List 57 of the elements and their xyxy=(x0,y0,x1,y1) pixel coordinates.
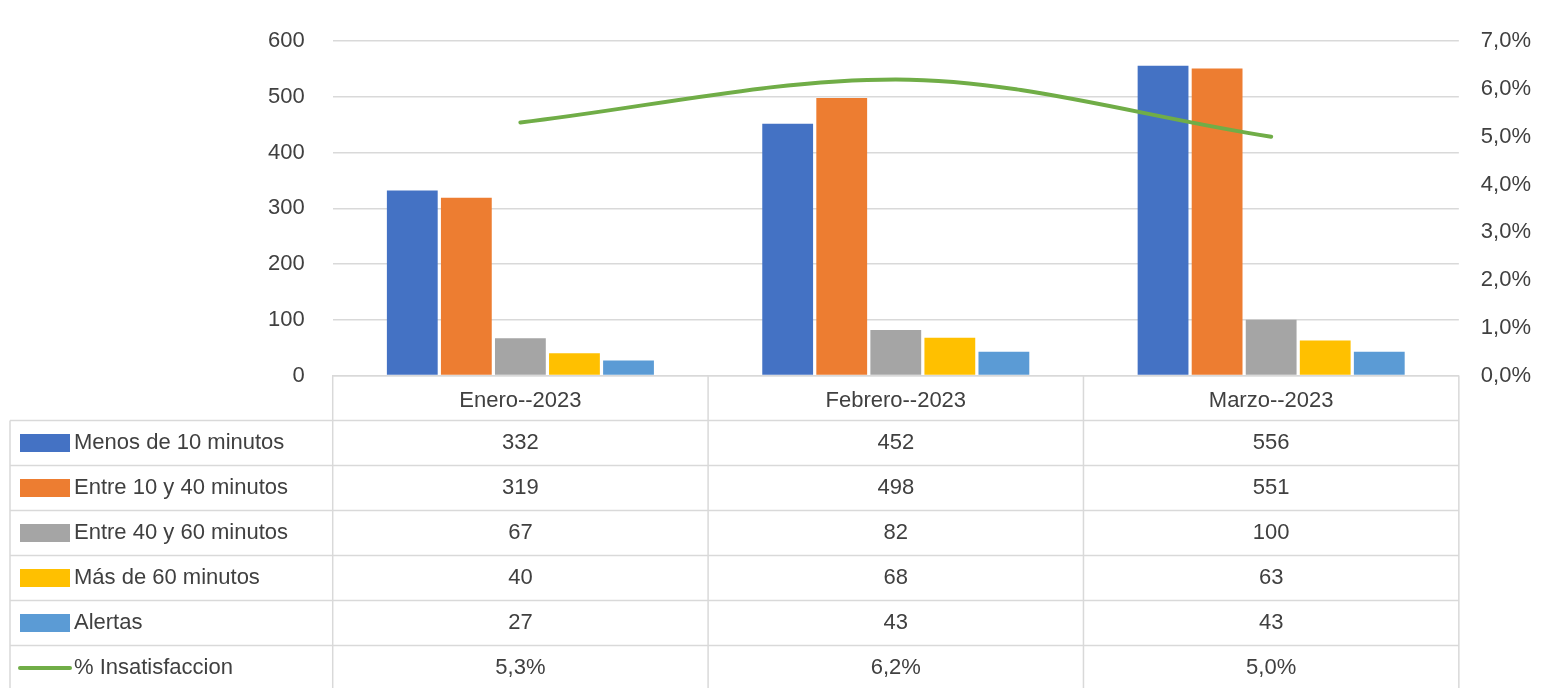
bar xyxy=(924,337,976,375)
bar xyxy=(440,197,492,375)
data-label: 452 xyxy=(877,429,915,455)
data-label: 5,3% xyxy=(495,654,546,680)
data-label: 43 xyxy=(883,609,909,635)
data-label: 498 xyxy=(877,474,915,500)
data-label: 63 xyxy=(1258,564,1284,590)
y-tick-label: 0 xyxy=(292,361,305,387)
y2-tick-label: 7,0% xyxy=(1480,27,1532,53)
bar xyxy=(1137,65,1189,375)
y2-tick-label: 5,0% xyxy=(1480,122,1532,148)
legend-label: Más de 60 minutos xyxy=(74,564,260,590)
bar xyxy=(603,360,654,375)
data-label: 100 xyxy=(1252,519,1290,545)
y-tick-label: 400 xyxy=(267,138,305,164)
y2-tick-label: 1,0% xyxy=(1480,313,1532,339)
y2-tick-label: 2,0% xyxy=(1480,266,1532,292)
data-label: 319 xyxy=(502,474,539,500)
bar xyxy=(1191,68,1243,375)
bar xyxy=(762,123,814,375)
data-label: 551 xyxy=(1252,474,1290,500)
data-label: 40 xyxy=(508,564,533,590)
y2-tick-label: 0,0% xyxy=(1480,361,1532,387)
bar xyxy=(1353,351,1405,375)
y2-tick-label: 4,0% xyxy=(1480,170,1532,196)
bar xyxy=(494,338,546,375)
bar xyxy=(816,98,868,375)
bar xyxy=(1299,340,1351,375)
data-label: 43 xyxy=(1258,609,1284,635)
x-tick-label: Marzo--2023 xyxy=(1208,386,1334,412)
data-label: 67 xyxy=(508,519,533,545)
y-tick-label: 200 xyxy=(267,250,305,276)
y-tick-label: 100 xyxy=(267,305,305,331)
data-label: 82 xyxy=(883,519,909,545)
data-label: 556 xyxy=(1252,429,1290,455)
data-label: 5,0% xyxy=(1246,654,1297,680)
bar xyxy=(549,353,600,375)
data-label: 6,2% xyxy=(870,654,921,680)
data-label: 27 xyxy=(508,609,533,635)
bar xyxy=(386,190,438,375)
bar xyxy=(978,351,1030,375)
legend-label: Entre 40 y 60 minutos xyxy=(74,519,289,545)
legend-label: Alertas xyxy=(74,609,143,635)
y-tick-label: 500 xyxy=(267,83,305,108)
x-tick-label: Enero--2023 xyxy=(459,386,582,412)
legend-label: Entre 10 y 40 minutos xyxy=(74,474,289,500)
bar xyxy=(1245,319,1297,375)
y-tick-label: 300 xyxy=(267,194,305,220)
bar xyxy=(870,329,922,375)
x-tick-label: Febrero--2023 xyxy=(825,386,967,412)
legend-label: Menos de 10 minutos xyxy=(74,429,285,455)
data-label: 332 xyxy=(502,429,539,455)
y2-tick-label: 3,0% xyxy=(1480,218,1532,244)
y-tick-label: 600 xyxy=(267,27,305,53)
data-label: 68 xyxy=(883,564,909,590)
y2-tick-label: 6,0% xyxy=(1480,75,1532,101)
legend-label: % Insatisfaccion xyxy=(74,654,233,680)
